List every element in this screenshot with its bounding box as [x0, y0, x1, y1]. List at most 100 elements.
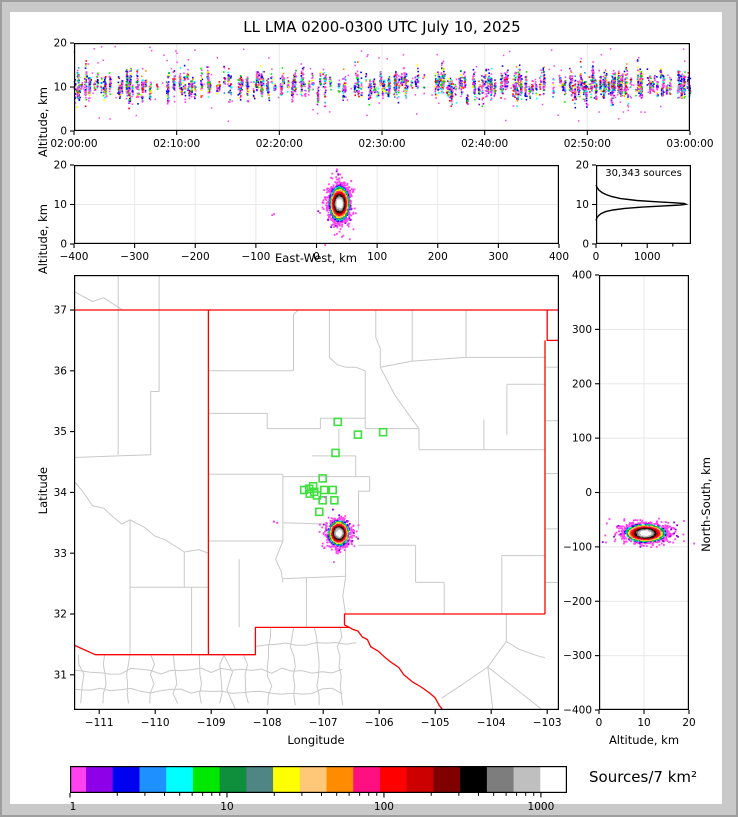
tick-label: −400 — [563, 705, 592, 717]
tick-label: 02:50:00 — [564, 138, 611, 150]
colorbar: 1 10 100 1000 — [69, 766, 568, 813]
source-points — [272, 496, 360, 564]
tick-label: 400 — [549, 251, 569, 263]
mexico-borders — [74, 627, 357, 706]
gridlines — [74, 165, 559, 244]
ew-panel-ylabel: Altitude, km — [36, 204, 50, 275]
tick-label: 10 — [220, 801, 233, 813]
tick-label: 1000 — [634, 251, 661, 263]
axis-ticks: −111 −110 −109 −108 −107 −106 −105 −104 −103 31 32… — [54, 305, 562, 729]
axis-ticks: 0 1000 0 10 20 — [576, 160, 674, 263]
tick-label: −100 — [241, 251, 270, 263]
state-borders — [74, 309, 559, 710]
tick-label: 02:30:00 — [358, 138, 405, 150]
tick-label: −200 — [563, 596, 592, 608]
tick-label: 36 — [54, 365, 68, 377]
colorbar-segments — [70, 766, 568, 793]
tick-label: −107 — [309, 717, 338, 729]
tick-label: 20 — [576, 160, 589, 172]
gridlines — [599, 275, 689, 710]
tick-label: 1 — [70, 801, 77, 813]
tick-label: 1000 — [528, 801, 555, 813]
tick-label: −104 — [477, 717, 506, 729]
tick-label: 20 — [682, 717, 695, 729]
source-points — [73, 45, 692, 123]
map-ylabel: Latitude — [36, 467, 50, 515]
altitude-histogram-panel: 0 1000 0 10 20 — [576, 160, 692, 263]
tick-label: 20 — [54, 38, 67, 50]
tick-label: 35 — [54, 426, 67, 438]
ew-panel-xlabel: East-West, km — [275, 251, 357, 265]
tick-label: 20 — [54, 160, 67, 172]
tick-label: 10 — [54, 82, 67, 94]
panel-frame — [74, 165, 559, 245]
tick-label: 300 — [572, 324, 592, 336]
tick-label: 0 — [60, 126, 67, 138]
tick-label: 02:40:00 — [461, 138, 508, 150]
panel-frame — [596, 165, 692, 245]
tick-label: 31 — [54, 669, 67, 681]
tick-label: −105 — [421, 717, 450, 729]
tick-label: 0 — [313, 251, 320, 263]
tick-label: 10 — [54, 199, 67, 211]
tick-label: −300 — [120, 251, 149, 263]
colorbar-ticks: 1 10 100 1000 — [69, 793, 555, 813]
source-count-annotation: 30,343 sources — [605, 168, 682, 179]
axis-ticks: 02:00:00 02:10:00 02:20:00 02:30:00 02:40:00… — [50, 38, 713, 150]
tick-label: 300 — [488, 251, 508, 263]
tick-label: 10 — [637, 717, 650, 729]
tick-label: −106 — [365, 717, 394, 729]
tick-label: 03:00:00 — [666, 138, 713, 150]
map-content — [74, 275, 559, 710]
tick-label: −100 — [563, 541, 592, 553]
panel-frame — [599, 275, 690, 710]
tick-label: 34 — [54, 487, 68, 499]
tick-label: 200 — [572, 378, 592, 390]
time-height-panel: 02:00:00 02:10:00 02:20:00 02:30:00 02:40:00… — [50, 38, 713, 150]
tick-label: −111 — [85, 717, 114, 729]
tick-label: 200 — [428, 251, 448, 263]
tick-label: −300 — [563, 650, 592, 662]
tick-label: −400 — [60, 251, 89, 263]
county-borders — [74, 275, 559, 710]
tick-label: 33 — [54, 548, 67, 560]
lma-station-markers — [299, 417, 388, 517]
tick-label: 10 — [576, 199, 589, 211]
tick-label: 0 — [60, 239, 67, 251]
tick-label: 100 — [572, 433, 592, 445]
tick-label: 37 — [54, 305, 67, 317]
tick-label: 02:20:00 — [256, 138, 303, 150]
time-panel-ylabel: Altitude, km — [36, 87, 50, 158]
ns-panel-xlabel: Altitude, km — [608, 733, 680, 747]
source-points — [601, 517, 696, 549]
tick-label: 0 — [596, 717, 603, 729]
figure-title: LL LMA 0200-0300 UTC July 10, 2025 — [243, 18, 521, 36]
figure-background — [10, 12, 722, 804]
tick-label: −108 — [253, 717, 282, 729]
tick-label: 32 — [54, 609, 67, 621]
tick-label: 02:00:00 — [50, 138, 97, 150]
tick-label: 400 — [572, 270, 592, 282]
tick-label: 100 — [374, 801, 394, 813]
tick-label: 0 — [582, 239, 589, 251]
axis-ticks: −400 −300 −200 −100 0 100 200 300 400 0 10 20 — [54, 160, 569, 263]
panel-frame — [74, 275, 559, 710]
tick-label: −109 — [197, 717, 226, 729]
altitude-profile-line — [595, 184, 689, 221]
tick-label: −200 — [181, 251, 210, 263]
tick-label: 100 — [367, 251, 387, 263]
tick-label: −103 — [533, 717, 562, 729]
north-south-height-panel: 0 10 20 400 300 200 100 0 −100 −200 −300 −400 — [563, 270, 696, 729]
tick-label: −110 — [141, 717, 170, 729]
tick-label: 02:10:00 — [153, 138, 200, 150]
plan-view-map-panel: −111 −110 −109 −108 −107 −106 −105 −104 −103 31 32… — [54, 275, 562, 729]
ns-panel-right-ylabel: North-South, km — [699, 457, 713, 552]
axis-ticks: 0 10 20 400 300 200 100 0 −100 −200 −300 −400 — [563, 270, 696, 729]
tick-label: 0 — [593, 251, 600, 263]
east-west-height-panel: −400 −300 −200 −100 0 100 200 300 400 0 10 20 — [54, 160, 569, 263]
source-points — [271, 168, 357, 246]
panel-frame — [74, 43, 690, 132]
map-xlabel: Longitude — [287, 733, 345, 747]
tick-label: 0 — [585, 487, 592, 499]
